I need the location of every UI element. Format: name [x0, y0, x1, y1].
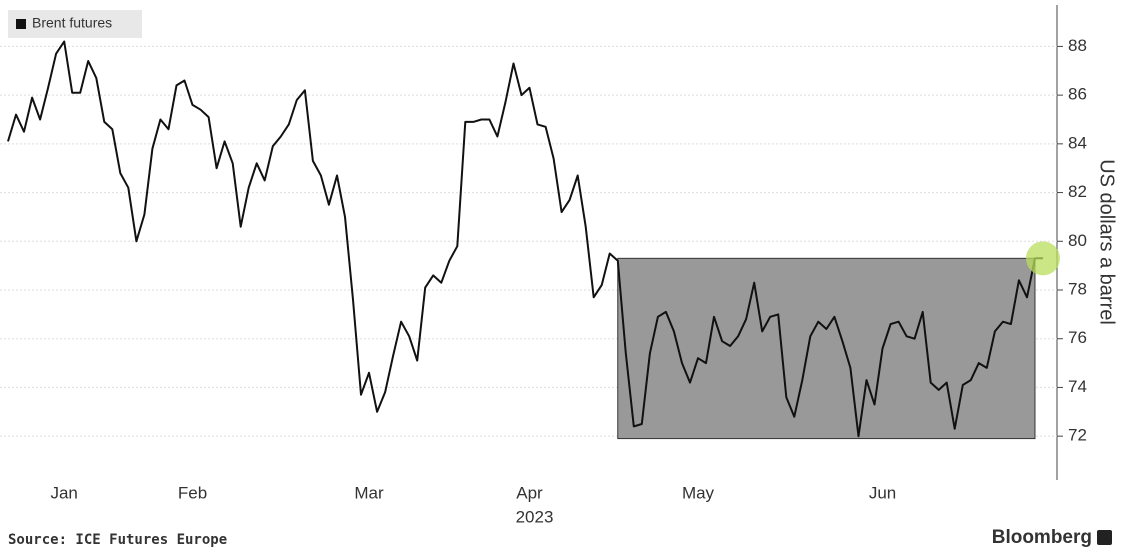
- y-tick-label: 72: [1068, 426, 1087, 445]
- price-line: [7, 40, 1043, 438]
- x-tick-label: Jan: [50, 483, 77, 502]
- source: Source: ICE Futures Europe: [8, 532, 227, 548]
- brand: Bloomberg: [992, 527, 1092, 548]
- legend-box: [8, 10, 142, 38]
- y-tick-label: 86: [1068, 85, 1087, 104]
- x-tick-label: Mar: [354, 483, 384, 502]
- x-tick-label: Jun: [869, 483, 896, 502]
- y-tick-label: 84: [1068, 133, 1087, 152]
- highlight-box: [617, 257, 1036, 440]
- y-axis-title: US dollars a barrel: [1096, 159, 1118, 325]
- end-marker: [1026, 241, 1060, 276]
- y-tick-label: 80: [1068, 231, 1087, 250]
- x-tick-label: Feb: [178, 483, 207, 502]
- x-axis-title: 2023: [516, 507, 554, 526]
- y-tick-label: 74: [1068, 377, 1087, 396]
- x-tick-label: May: [682, 483, 715, 502]
- y-tick-label: 76: [1068, 328, 1087, 347]
- y-tick-label: 82: [1068, 182, 1087, 201]
- y-tick-label: 88: [1068, 36, 1087, 55]
- x-tick-label: Apr: [516, 483, 543, 502]
- legend-label: Brent futures: [32, 15, 112, 31]
- legend-swatch: [16, 19, 26, 29]
- brand-logo: [1097, 530, 1112, 545]
- y-tick-label: 78: [1068, 279, 1087, 298]
